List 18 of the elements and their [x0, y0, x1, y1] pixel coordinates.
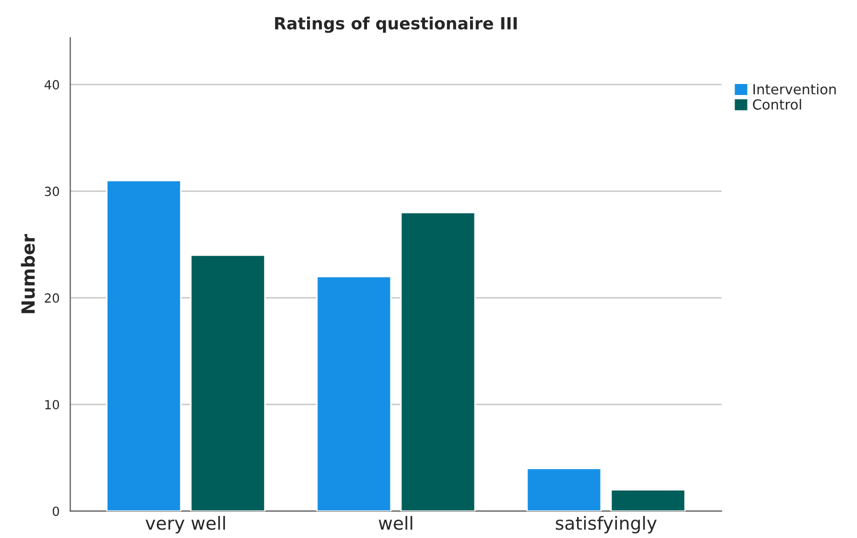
x-tick-label: very well [146, 516, 225, 534]
bar [106, 180, 182, 512]
bar [400, 212, 476, 512]
y-tick-label: 30 [44, 186, 60, 196]
legend-label: Intervention [754, 84, 836, 94]
bar [190, 254, 266, 512]
x-tick-label: well [378, 516, 412, 530]
x-tick-label: satisfyingly [556, 516, 657, 534]
y-tick-label: 0 [52, 506, 60, 516]
y-tick-label: 10 [45, 400, 60, 410]
y-axis-title: Number [20, 234, 35, 314]
legend-label: Control [752, 98, 802, 110]
bar [316, 276, 392, 512]
y-tick-label: 40 [44, 80, 60, 90]
y-tick-label: 20 [44, 293, 60, 303]
bar [610, 489, 686, 512]
chart-title: Ratings of questionaire III [275, 16, 517, 33]
bar [526, 468, 602, 512]
